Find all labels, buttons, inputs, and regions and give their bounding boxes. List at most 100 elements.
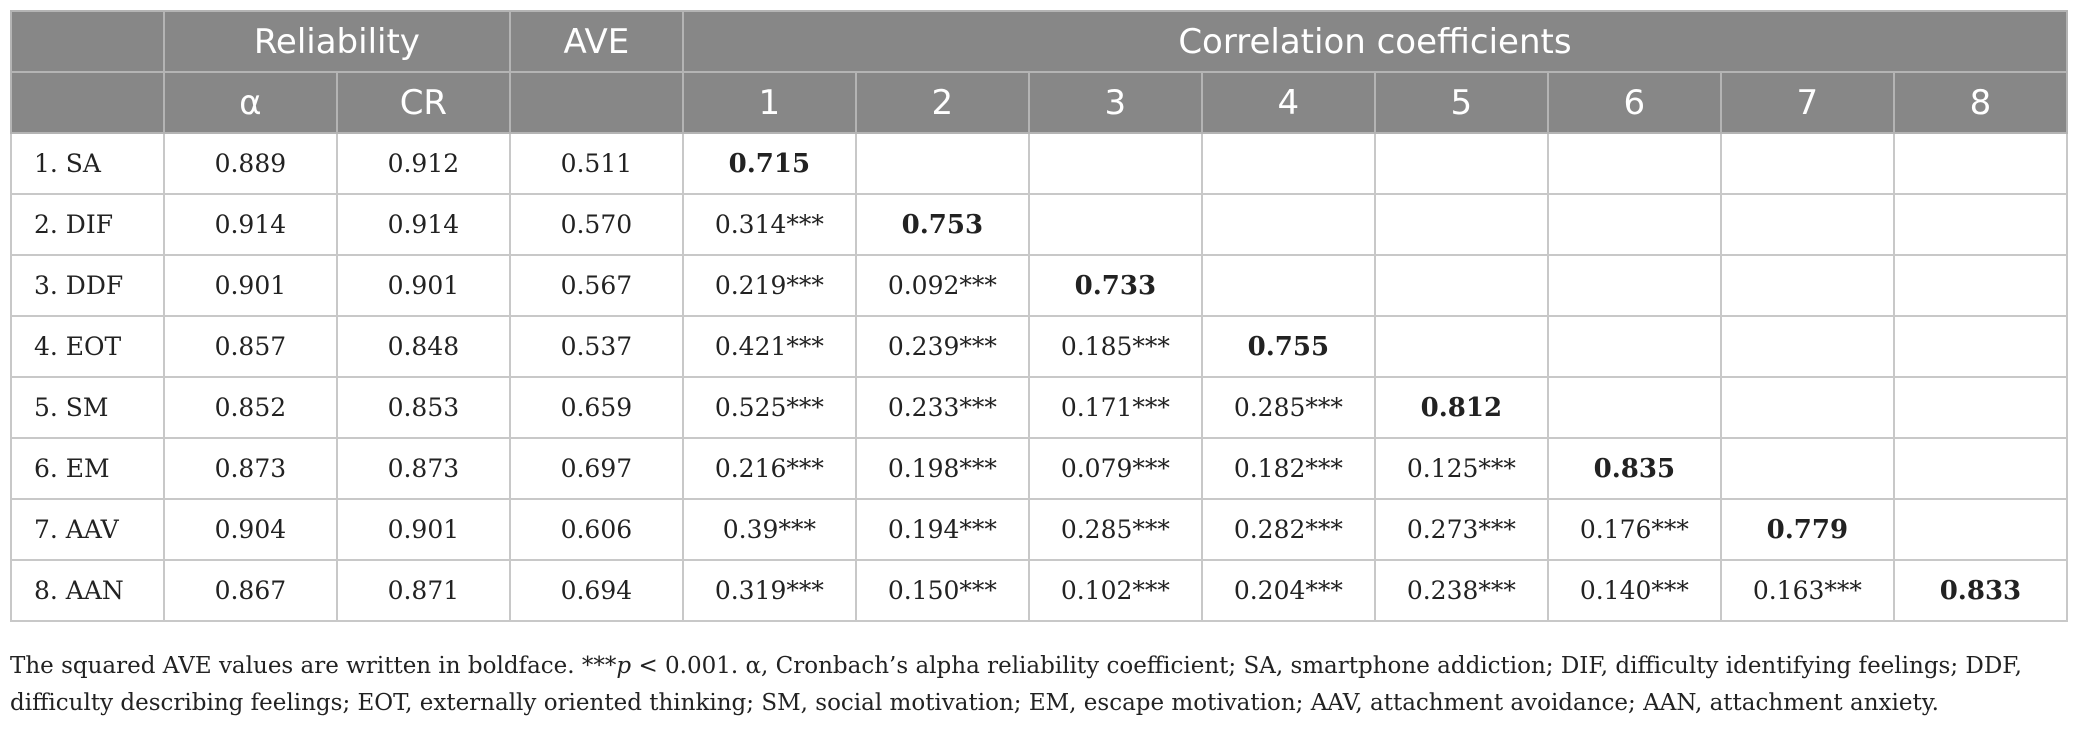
table-row: 8. AAN 0.867 0.871 0.694 0.319*** 0.150*** 0.1… (10, 559, 2069, 622)
footnote-text: The squared AVE values are written in bo… (10, 653, 617, 679)
header-col: 2 (854, 71, 1030, 134)
header-alpha: α (162, 71, 338, 134)
header-empty-cell (508, 71, 684, 134)
footnote-text-cont: < 0.001. α, Cronbach’s alpha reliability… (10, 653, 2022, 716)
header-row-top: Reliability AVE Correlation coefficients (10, 10, 2069, 73)
alpha-cell: 0.914 (162, 193, 338, 256)
squared-ave-cell: 0.715 (681, 132, 857, 195)
correlation-cell (1719, 315, 1895, 378)
header-empty-cell (10, 71, 165, 134)
header-col: 7 (1719, 71, 1895, 134)
correlation-cell (1719, 254, 1895, 317)
table-row: 4. EOT 0.857 0.848 0.537 0.421*** 0.239*** 0.1… (10, 315, 2069, 378)
squared-ave-cell: 0.812 (1373, 376, 1549, 439)
correlation-cell (1546, 193, 1722, 256)
squared-ave-cell: 0.733 (1027, 254, 1203, 317)
correlation-cell: 0.239*** (854, 315, 1030, 378)
correlation-cell (1373, 315, 1549, 378)
header-col: 5 (1373, 71, 1549, 134)
alpha-cell: 0.857 (162, 315, 338, 378)
correlation-cell: 0.421*** (681, 315, 857, 378)
table-row: 3. DDF 0.901 0.901 0.567 0.219*** 0.092*** 0.7… (10, 254, 2069, 317)
row-label: 3. DDF (10, 254, 165, 317)
correlation-cell (1719, 132, 1895, 195)
correlation-cell (1200, 193, 1376, 256)
alpha-cell: 0.904 (162, 498, 338, 561)
correlation-cell: 0.314*** (681, 193, 857, 256)
cr-cell: 0.912 (335, 132, 511, 195)
row-label: 7. AAV (10, 498, 165, 561)
correlation-cell (1200, 254, 1376, 317)
cr-cell: 0.853 (335, 376, 511, 439)
correlation-cell: 0.238*** (1373, 559, 1549, 622)
correlation-cell: 0.525*** (681, 376, 857, 439)
ave-cell: 0.694 (508, 559, 684, 622)
ave-cell: 0.537 (508, 315, 684, 378)
correlation-cell (1719, 193, 1895, 256)
cr-cell: 0.901 (335, 254, 511, 317)
table-row: 5. SM 0.852 0.853 0.659 0.525*** 0.233*** 0.17… (10, 376, 2069, 439)
correlation-cell: 0.198*** (854, 437, 1030, 500)
correlation-cell: 0.092*** (854, 254, 1030, 317)
correlation-cell: 0.102*** (1027, 559, 1203, 622)
correlation-cell (1373, 132, 1549, 195)
header-correlation: Correlation coefficients (681, 10, 2069, 73)
correlation-cell: 0.079*** (1027, 437, 1203, 500)
squared-ave-cell: 0.835 (1546, 437, 1722, 500)
correlation-cell: 0.194*** (854, 498, 1030, 561)
alpha-cell: 0.873 (162, 437, 338, 500)
correlation-cell: 0.285*** (1200, 376, 1376, 439)
correlation-cell: 0.185*** (1027, 315, 1203, 378)
correlation-cell (1373, 254, 1549, 317)
table-row: 6. EM 0.873 0.873 0.697 0.216*** 0.198*** 0.07… (10, 437, 2069, 500)
correlation-cell (1892, 315, 2069, 378)
table-row: 7. AAV 0.904 0.901 0.606 0.39*** 0.194*** 0.28… (10, 498, 2069, 561)
row-label: 2. DIF (10, 193, 165, 256)
footnote-p: p (616, 653, 632, 679)
correlation-cell (1546, 254, 1722, 317)
row-label: 6. EM (10, 437, 165, 500)
correlation-cell: 0.171*** (1027, 376, 1203, 439)
correlation-cell (1719, 376, 1895, 439)
header-reliability: Reliability (162, 10, 511, 73)
header-empty-cell (10, 10, 165, 73)
correlation-cell: 0.216*** (681, 437, 857, 500)
header-col: 1 (681, 71, 857, 134)
correlation-cell (1546, 315, 1722, 378)
correlation-cell: 0.219*** (681, 254, 857, 317)
correlation-cell (1892, 254, 2069, 317)
alpha-cell: 0.852 (162, 376, 338, 439)
correlation-cell (1546, 132, 1722, 195)
header-cr: CR (335, 71, 511, 134)
correlation-cell (1373, 193, 1549, 256)
row-label: 5. SM (10, 376, 165, 439)
correlation-cell: 0.319*** (681, 559, 857, 622)
header-ave: AVE (508, 10, 684, 73)
cr-cell: 0.871 (335, 559, 511, 622)
correlation-cell: 0.39*** (681, 498, 857, 561)
correlation-cell: 0.233*** (854, 376, 1030, 439)
correlation-cell (1892, 498, 2069, 561)
correlation-table: Reliability AVE Correlation coefficients… (10, 10, 2069, 622)
table-container: Reliability AVE Correlation coefficients… (10, 10, 2069, 622)
row-label: 8. AAN (10, 559, 165, 622)
table-row: 2. DIF 0.914 0.914 0.570 0.314*** 0.753 (10, 193, 2069, 256)
correlation-cell (1892, 193, 2069, 256)
header-col: 4 (1200, 71, 1376, 134)
header-col: 3 (1027, 71, 1203, 134)
header-col: 8 (1892, 71, 2069, 134)
correlation-cell (854, 132, 1030, 195)
alpha-cell: 0.867 (162, 559, 338, 622)
correlation-cell: 0.204*** (1200, 559, 1376, 622)
correlation-cell (1027, 193, 1203, 256)
correlation-cell: 0.282*** (1200, 498, 1376, 561)
table-body: 1. SA 0.889 0.912 0.511 0.715 2. DIF 0.914 0.91… (10, 132, 2069, 622)
squared-ave-cell: 0.779 (1719, 498, 1895, 561)
squared-ave-cell: 0.755 (1200, 315, 1376, 378)
correlation-cell (1719, 437, 1895, 500)
alpha-cell: 0.901 (162, 254, 338, 317)
ave-cell: 0.659 (508, 376, 684, 439)
correlation-cell: 0.150*** (854, 559, 1030, 622)
correlation-cell (1200, 132, 1376, 195)
squared-ave-cell: 0.753 (854, 193, 1030, 256)
